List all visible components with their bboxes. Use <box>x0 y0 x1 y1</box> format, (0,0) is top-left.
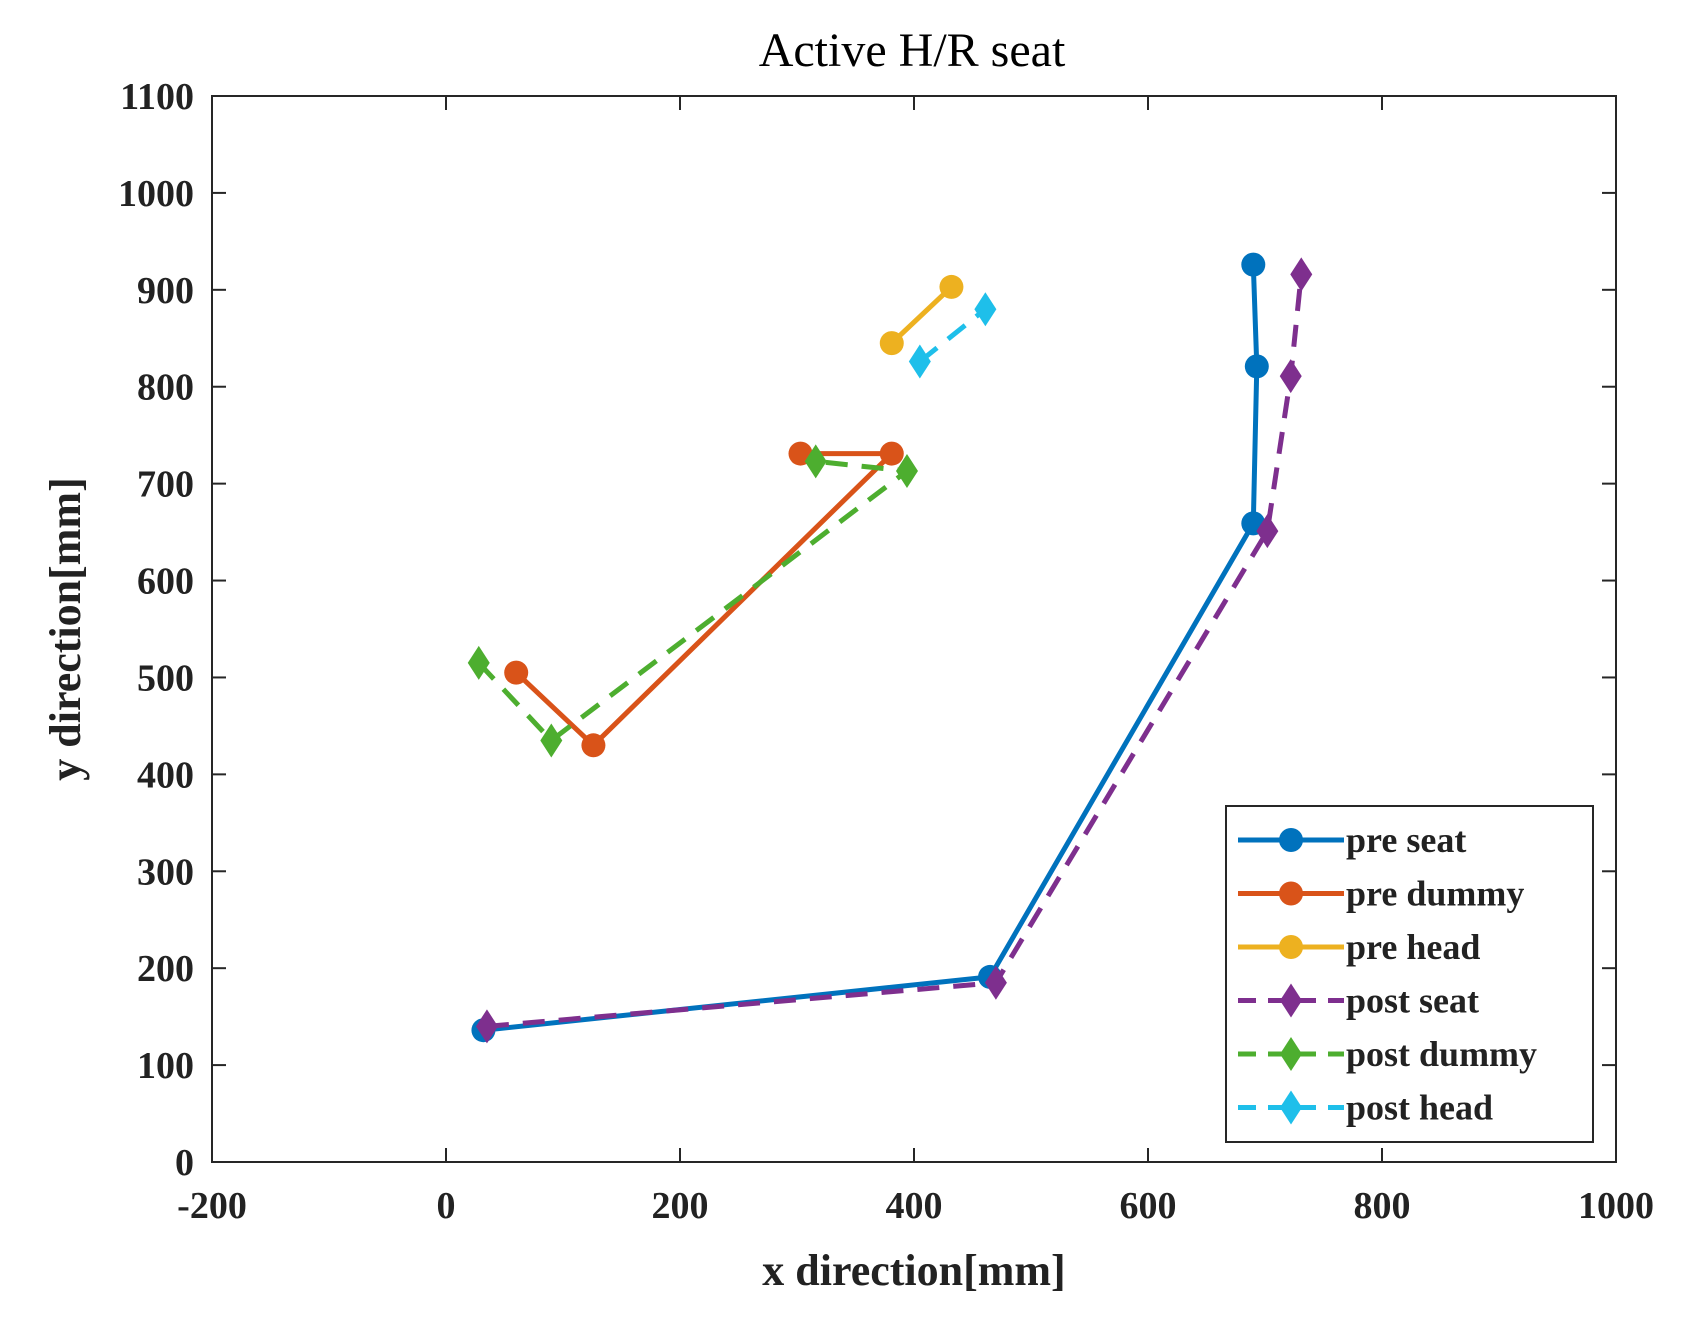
legend-marker-post-seat <box>1280 983 1302 1018</box>
y-tick-label: 700 <box>137 464 194 506</box>
y-tick-label: 0 <box>175 1142 194 1184</box>
series-line-pre-head <box>890 285 954 345</box>
x-tick-label: 800 <box>1354 1185 1411 1227</box>
legend-item-post-head: post head <box>1238 1088 1493 1128</box>
axis-ticks: -200 0 200 400 600 800 10000100200300400500600… <box>118 76 1654 1227</box>
data-point-pre-dummy <box>504 660 529 685</box>
legend-box <box>1225 805 1594 1143</box>
legend-item-pre-dummy: pre dummy <box>1238 874 1524 914</box>
legend-item-pre-head: pre head <box>1238 927 1480 967</box>
y-tick-label: 500 <box>137 657 194 699</box>
series-line-post-seat <box>486 274 1304 1029</box>
series-post-head <box>908 292 997 379</box>
y-tick-label: 600 <box>137 561 194 603</box>
y-tick-label: 900 <box>137 270 194 312</box>
x-tick-label: -200 <box>177 1185 247 1227</box>
legend-label-pre-dummy: pre dummy <box>1346 874 1524 914</box>
legend-label-post-dummy: post dummy <box>1346 1034 1537 1074</box>
data-point-pre-head <box>939 274 964 299</box>
series-post-dummy <box>467 444 918 758</box>
data-point-post-seat <box>1256 514 1279 549</box>
y-tick-label: 800 <box>137 367 194 409</box>
legend-marker-pre-dummy <box>1279 881 1303 906</box>
legend-label-post-head: post head <box>1346 1088 1493 1128</box>
data-point-post-seat <box>1279 359 1302 394</box>
legend-marker-post-dummy <box>1280 1037 1302 1071</box>
data-point-pre-dummy <box>879 441 904 466</box>
legend-item-post-dummy: post dummy <box>1238 1034 1537 1074</box>
series-line-pre-dummy <box>514 451 895 748</box>
data-point-post-dummy <box>467 645 490 680</box>
data-point-pre-head <box>879 331 904 356</box>
series-post-seat <box>475 257 1313 1044</box>
series-layer <box>467 252 1313 1044</box>
chart-title: Active H/R seat <box>759 24 1066 77</box>
series-pre-dummy <box>504 441 904 758</box>
data-point-post-seat <box>475 1009 498 1044</box>
legend-label-pre-head: pre head <box>1346 927 1480 967</box>
x-axis-label: x direction[mm] <box>762 1246 1065 1295</box>
legend-label-pre-seat: pre seat <box>1346 820 1466 860</box>
legend-label-post-seat: post seat <box>1346 981 1479 1021</box>
legend-item-pre-seat: pre seat <box>1238 820 1466 860</box>
x-tick-label: 1000 <box>1578 1185 1654 1227</box>
data-point-post-seat <box>1290 257 1313 292</box>
data-point-pre-seat <box>1241 252 1266 277</box>
y-axis-label: y direction[mm] <box>41 477 90 780</box>
x-tick-label: 600 <box>1120 1185 1177 1227</box>
y-tick-label: 400 <box>137 754 194 796</box>
y-tick-label: 1000 <box>118 173 194 215</box>
data-point-pre-seat <box>1244 354 1269 379</box>
data-point-post-seat <box>984 965 1007 1000</box>
x-tick-label: 400 <box>886 1185 943 1227</box>
data-point-post-head <box>974 292 997 327</box>
x-tick-label: 200 <box>652 1185 709 1227</box>
y-tick-label: 200 <box>137 948 194 990</box>
legend: pre seat pre dummy pre head post seat post d… <box>1225 805 1594 1143</box>
legend-item-post-seat: post seat <box>1238 981 1479 1021</box>
data-point-post-head <box>908 344 931 379</box>
legend-marker-post-head <box>1280 1090 1302 1125</box>
series-line-post-dummy <box>476 458 910 743</box>
y-tick-label: 1100 <box>120 76 194 118</box>
data-point-post-dummy <box>540 723 563 758</box>
data-point-pre-dummy <box>581 733 606 758</box>
data-point-post-dummy <box>895 454 918 489</box>
legend-marker-pre-seat <box>1279 828 1303 852</box>
x-tick-label: 0 <box>437 1185 456 1227</box>
y-tick-label: 300 <box>137 851 194 893</box>
series-line-post-head <box>918 307 987 364</box>
y-tick-label: 100 <box>137 1045 194 1087</box>
data-point-post-dummy <box>804 444 827 479</box>
series-pre-head <box>879 274 964 356</box>
legend-marker-pre-head <box>1279 935 1303 959</box>
